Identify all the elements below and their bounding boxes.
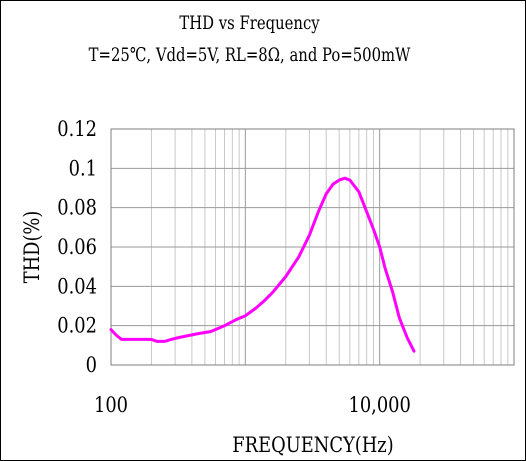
y-tick-label: 0.06 [57,235,97,260]
series-line [109,176,416,353]
x-tick-label: 10,000 [348,393,410,418]
x-tick-label: 100 [94,393,128,418]
plot-layer [109,176,416,353]
y-axis-label: THD(%) [20,211,45,284]
y-tick-label: 0.08 [57,195,97,220]
x-axis-label: FREQUENCY(Hz) [232,433,393,458]
chart-title: THD vs Frequency [179,12,320,34]
y-tick-label: 0.1 [69,156,97,181]
grid-layer [110,128,515,366]
tick-layer: 0 0.02 0.04 0.06 0.08 0.1 0.12 100 10,000 [57,117,411,418]
y-tick-label: 0.04 [57,274,97,299]
y-tick-label: 0.02 [57,313,97,338]
y-tick-label: 0.12 [57,117,97,142]
y-tick-label: 0 [86,353,97,378]
plot-area-border [110,128,515,366]
chart-subtitle: T=25℃, Vdd=5V, RL=8Ω, and Po=500mW [88,44,411,66]
